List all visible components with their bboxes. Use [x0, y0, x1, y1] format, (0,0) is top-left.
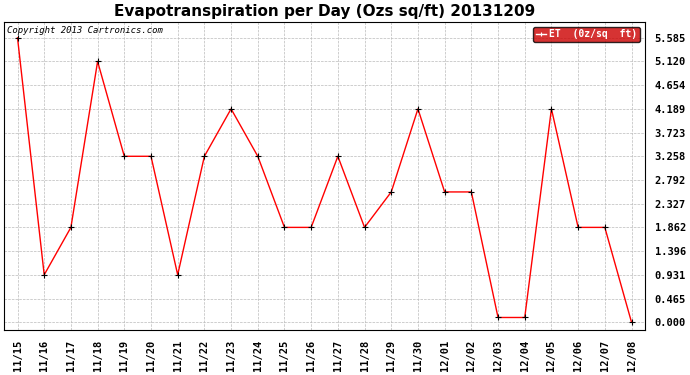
ET  (0z/sq  ft) — [387, 190, 395, 194]
ET  (0z/sq  ft) — [120, 154, 128, 159]
ET  (0z/sq  ft) — [254, 154, 262, 159]
ET  (0z/sq  ft) — [174, 273, 182, 277]
Line: ET  (0z/sq  ft): ET (0z/sq ft) — [14, 35, 634, 325]
ET  (0z/sq  ft) — [440, 190, 449, 194]
ET  (0z/sq  ft) — [147, 154, 155, 159]
ET  (0z/sq  ft) — [494, 315, 502, 320]
ET  (0z/sq  ft) — [467, 190, 475, 194]
ET  (0z/sq  ft) — [627, 320, 635, 324]
ET  (0z/sq  ft) — [601, 225, 609, 230]
ET  (0z/sq  ft) — [280, 225, 288, 230]
Title: Evapotranspiration per Day (Ozs sq/ft) 20131209: Evapotranspiration per Day (Ozs sq/ft) 2… — [114, 4, 535, 19]
ET  (0z/sq  ft) — [520, 315, 529, 320]
ET  (0z/sq  ft) — [67, 225, 75, 230]
ET  (0z/sq  ft) — [13, 36, 21, 40]
ET  (0z/sq  ft) — [200, 154, 208, 159]
Text: Copyright 2013 Cartronics.com: Copyright 2013 Cartronics.com — [8, 26, 164, 35]
ET  (0z/sq  ft) — [334, 154, 342, 159]
ET  (0z/sq  ft) — [360, 225, 368, 230]
Legend: ET  (0z/sq  ft): ET (0z/sq ft) — [533, 27, 640, 42]
ET  (0z/sq  ft) — [227, 106, 235, 111]
ET  (0z/sq  ft) — [307, 225, 315, 230]
ET  (0z/sq  ft) — [547, 106, 555, 111]
ET  (0z/sq  ft) — [40, 273, 48, 277]
ET  (0z/sq  ft) — [574, 225, 582, 230]
ET  (0z/sq  ft) — [414, 106, 422, 111]
ET  (0z/sq  ft) — [93, 59, 101, 64]
